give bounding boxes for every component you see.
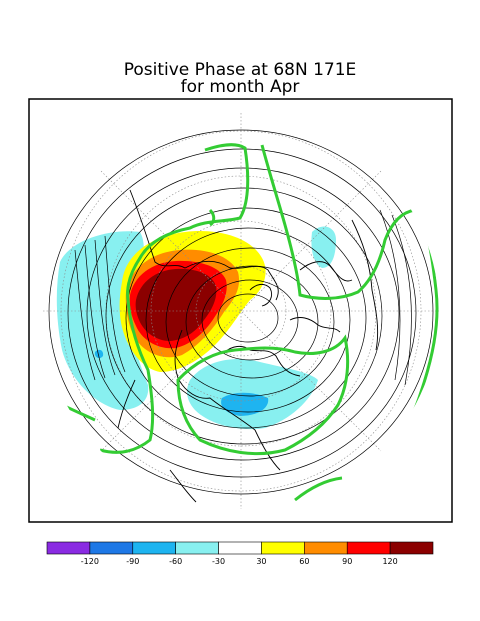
positive-anomaly-120 [135, 268, 217, 341]
colorbar-bin [175, 541, 219, 555]
contour-lines [48, 129, 434, 495]
colorbar-tick-label: 120 [382, 557, 397, 566]
colorbar-bin [304, 541, 348, 555]
negative-anomaly-dot [94, 349, 104, 359]
zero-contour [44, 143, 439, 502]
colorbar-tick-label: -60 [169, 557, 182, 566]
colorbar-bin [389, 541, 434, 555]
map-panel [28, 98, 453, 523]
negative-anomaly-atlantic-core [221, 392, 269, 416]
map-disk [43, 113, 439, 509]
colorbar-bin [261, 541, 305, 555]
title-line-2: for month Apr [181, 77, 300, 97]
colorbar-bin [46, 541, 91, 555]
colorbar: -120 -90 -60 -30 30 60 90 120 [46, 541, 434, 566]
colorbar-tick-label: -90 [126, 557, 139, 566]
coastlines [117, 189, 379, 503]
colorbar-tick-label: -30 [212, 557, 225, 566]
colorbar-tick-label: -120 [81, 557, 99, 566]
colorbar-bin [218, 541, 262, 555]
colorbar-bin [132, 541, 176, 555]
colorbar-tick-label: 30 [256, 557, 266, 566]
negative-anomaly-europe [311, 226, 336, 268]
colorbar-bin [89, 541, 134, 555]
colorbar-bin [346, 541, 391, 555]
colorbar-tick-label: 90 [342, 557, 352, 566]
colorbar-tick-label: 60 [299, 557, 309, 566]
title-line-1: Positive Phase at 68N 171E [124, 60, 357, 80]
